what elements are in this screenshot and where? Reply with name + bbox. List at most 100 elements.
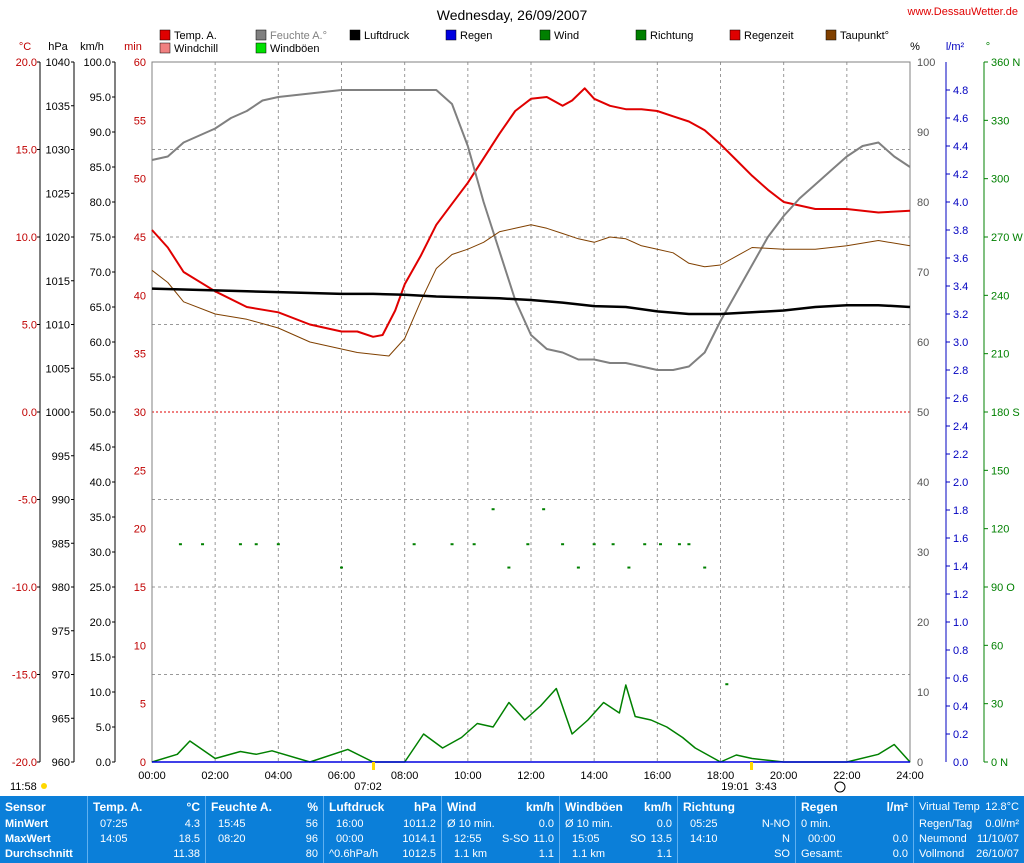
time-axis-tick-label: 10:00 <box>454 770 482 782</box>
kmh-axis-tick-label: 5.0 <box>96 722 111 734</box>
rain-axis-tick-label: 1.6 <box>953 533 968 545</box>
direction-point <box>592 543 596 546</box>
rain-axis-tick-label: 0.8 <box>953 645 968 657</box>
direction-point <box>627 566 631 569</box>
gust-max-value: 13.5 <box>650 833 672 845</box>
sun-icon <box>41 783 47 789</box>
rain-axis-tick-label: 0.2 <box>953 729 968 741</box>
legend-swatch <box>445 29 457 41</box>
weather-chart: Wednesday, 26/09/2007 www.DessauWetter.de… <box>10 6 1023 793</box>
legend-label: Regenzeit <box>744 30 794 42</box>
rain-axis-tick-label: 3.2 <box>953 309 968 321</box>
direction-axis-tick-label: 180 S <box>991 407 1020 419</box>
rain-per-day-value: 0.0l/m² <box>985 818 1019 830</box>
rain-axis-tick-label: 4.0 <box>953 197 968 209</box>
rain-axis-tick-label: 2.4 <box>953 421 968 433</box>
legend-label: Taupunkt° <box>840 30 889 42</box>
axis-unit: ° <box>986 41 990 53</box>
direction-point <box>178 543 182 546</box>
full-moon-date: 26/10/07 <box>976 848 1019 860</box>
legend-swatch <box>349 29 361 41</box>
sunset-time: 19:01 <box>721 781 749 793</box>
legend-swatch <box>159 42 171 54</box>
minutes-axis-tick-label: 25 <box>134 465 146 477</box>
time-axis-tick-label: 06:00 <box>328 770 356 782</box>
chart-title: Wednesday, 26/09/2007 <box>437 7 588 23</box>
kmh-axis-tick-label: 20.0 <box>90 617 111 629</box>
rain-axis-tick-label: 2.8 <box>953 365 968 377</box>
humidity-unit: % <box>307 800 318 814</box>
direction-point <box>677 543 681 546</box>
time-axis-tick-label: 00:00 <box>138 770 166 782</box>
rain-axis-tick-label: 2.6 <box>953 393 968 405</box>
direction-axis-tick-label: 90 O <box>991 582 1015 594</box>
hpa-axis-tick-label: 990 <box>52 495 70 507</box>
percent-axis-tick-label: 80 <box>917 197 929 209</box>
legend-swatch <box>159 29 171 41</box>
new-moon-label: Neumond <box>919 833 967 845</box>
celsius-axis-tick-label: 20.0 <box>16 57 37 69</box>
direction-point <box>526 543 530 546</box>
kmh-axis-tick-label: 15.0 <box>90 652 111 664</box>
sunset-marker <box>750 762 753 770</box>
minutes-axis-tick-label: 45 <box>134 232 146 244</box>
legend-label: Wind <box>554 30 579 42</box>
time-axis-tick-label: 18:00 <box>707 770 735 782</box>
legend-label: Temp. A. <box>174 30 217 42</box>
rain-axis-tick-label: 4.2 <box>953 169 968 181</box>
gust-avg-value: 1.1 <box>656 848 672 860</box>
rain-axis-tick-label: 4.6 <box>953 113 968 125</box>
gust-max-time: 15:05 <box>572 833 600 845</box>
hpa-axis-tick-label: 965 <box>52 713 70 725</box>
series-line-luftdruck <box>151 287 911 316</box>
axis-unit: l/m² <box>946 41 965 53</box>
direction-point <box>658 543 662 546</box>
summary-gust-column: Windböen km/h Ø 10 min. 0.0 15:05 SO 13.5 1.… <box>560 796 678 863</box>
humidity-min-value: 56 <box>305 818 318 830</box>
direction-point <box>725 683 729 686</box>
legend-swatch <box>539 29 551 41</box>
kmh-axis-tick-label: 70.0 <box>90 267 111 279</box>
rain-title: Regen <box>801 800 838 814</box>
wind-unit: km/h <box>525 800 554 814</box>
temp-max-time: 14:05 <box>100 833 128 845</box>
temp-avg-value: 11.38 <box>173 848 200 860</box>
summary-avg-label: Durchschnitt <box>5 848 73 860</box>
percent-axis-tick-label: 100 <box>917 57 935 69</box>
percent-axis-tick-label: 0 <box>917 757 923 769</box>
rain-max-value: 0.0 <box>892 833 908 845</box>
minutes-axis-tick-label: 35 <box>134 349 146 361</box>
legend-swatch <box>255 29 267 41</box>
rain-axis-tick-label: 3.4 <box>953 281 968 293</box>
kmh-axis-tick-label: 95.0 <box>90 92 111 104</box>
time-axis-tick-label: 22:00 <box>833 770 861 782</box>
percent-axis-tick-label: 40 <box>917 477 929 489</box>
pressure-unit: hPa <box>413 800 436 814</box>
rain-axis-tick-label: 3.0 <box>953 337 968 349</box>
humidity-max-time: 08:20 <box>218 833 246 845</box>
full-moon-label: Vollmond <box>919 848 965 860</box>
series-line-wind <box>151 684 911 763</box>
hpa-axis-tick-label: 1035 <box>46 101 70 113</box>
legend-label: Richtung <box>650 30 693 42</box>
rain-axis-tick-label: 0.4 <box>953 701 968 713</box>
rain-axis-tick-label: 2.0 <box>953 477 968 489</box>
direction-point <box>703 566 707 569</box>
direction-avg-value: SO <box>774 848 790 860</box>
direction-point <box>254 543 258 546</box>
pressure-max-value: 1014.1 <box>402 833 436 845</box>
pressure-avg-value: 1012.5 <box>402 848 436 860</box>
hpa-axis-tick-label: 1040 <box>46 57 70 69</box>
summary-temp-column: Temp. A. °C 07:25 4.3 14:05 18.5 11.38 <box>88 796 206 863</box>
percent-axis-tick-label: 20 <box>917 617 929 629</box>
rain-per-day-label: Regen/Tag <box>919 818 973 830</box>
legend-swatch <box>729 29 741 41</box>
rain-axis-tick-label: 1.0 <box>953 617 968 629</box>
minutes-axis-tick-label: 40 <box>134 290 146 302</box>
summary-sensor-label: Sensor <box>5 800 46 814</box>
minutes-axis-tick-label: 5 <box>140 699 146 711</box>
sun-left-time: 11:58 <box>10 781 37 793</box>
humidity-max-value: 96 <box>305 833 318 845</box>
series-line-temp-a <box>151 87 911 338</box>
direction-point <box>412 543 416 546</box>
